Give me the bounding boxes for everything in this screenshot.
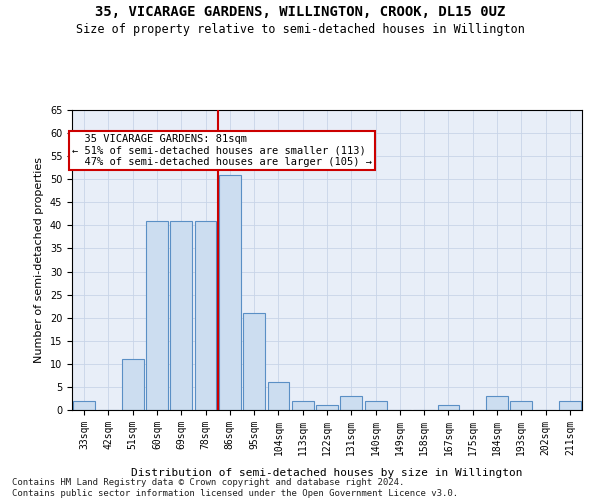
Text: 35, VICARAGE GARDENS, WILLINGTON, CROOK, DL15 0UZ: 35, VICARAGE GARDENS, WILLINGTON, CROOK,… bbox=[95, 5, 505, 19]
Bar bbox=[365, 401, 386, 410]
Bar bbox=[170, 221, 192, 410]
Bar bbox=[340, 396, 362, 410]
Bar bbox=[219, 174, 241, 410]
Bar bbox=[146, 221, 168, 410]
Bar bbox=[559, 401, 581, 410]
Bar bbox=[73, 401, 95, 410]
Text: Size of property relative to semi-detached houses in Willington: Size of property relative to semi-detach… bbox=[76, 22, 524, 36]
Text: Contains HM Land Registry data © Crown copyright and database right 2024.
Contai: Contains HM Land Registry data © Crown c… bbox=[12, 478, 458, 498]
Bar bbox=[268, 382, 289, 410]
Bar bbox=[486, 396, 508, 410]
Bar bbox=[316, 406, 338, 410]
Bar bbox=[122, 359, 143, 410]
Y-axis label: Number of semi-detached properties: Number of semi-detached properties bbox=[34, 157, 44, 363]
Bar bbox=[194, 221, 217, 410]
Bar bbox=[292, 401, 314, 410]
Bar bbox=[437, 406, 460, 410]
Text: Distribution of semi-detached houses by size in Willington: Distribution of semi-detached houses by … bbox=[131, 468, 523, 477]
Bar bbox=[243, 313, 265, 410]
Text: 35 VICARAGE GARDENS: 81sqm
← 51% of semi-detached houses are smaller (113)
  47%: 35 VICARAGE GARDENS: 81sqm ← 51% of semi… bbox=[72, 134, 372, 167]
Bar bbox=[511, 401, 532, 410]
